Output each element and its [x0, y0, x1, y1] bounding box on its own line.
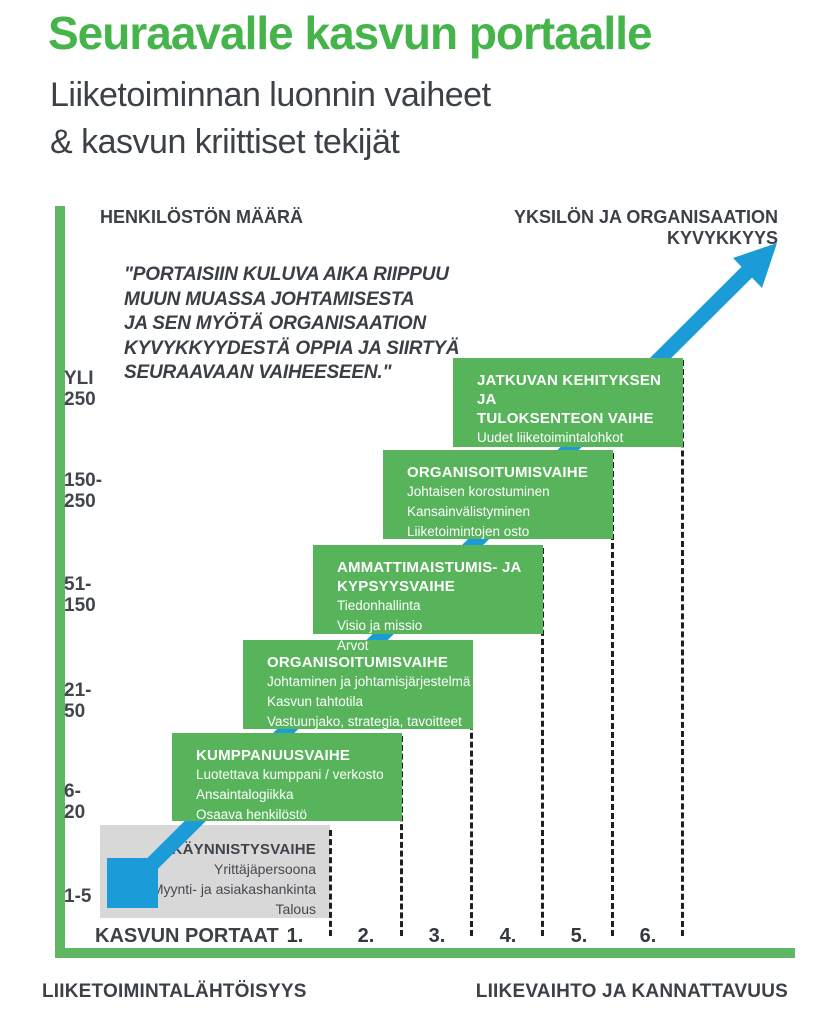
y-label-line: 250: [64, 491, 96, 512]
x-tick-5: 5.: [570, 925, 588, 947]
x-tick-6: 6.: [639, 925, 657, 947]
step-box-jatkuvan-kehityksen-vaihe: JATKUVAN KEHITYKSEN JA TULOKSENTEON VAIH…: [453, 358, 683, 447]
step-title-line: AMMATTIMAISTUMIS- JA: [337, 559, 522, 576]
step-item: Kasvun tahtotila: [267, 694, 364, 709]
step-item: Yrittäjäpersoona: [214, 861, 316, 877]
step-title: JATKUVAN KEHITYKSEN JA TULOKSENTEON VAIH…: [477, 371, 675, 428]
step-item: Arvot: [337, 638, 369, 653]
step-item: Visio ja missio: [337, 618, 423, 633]
step-title: KÄYNNISTYSVAIHE: [100, 840, 316, 859]
page-title: Seuraavalle kasvun portaalle: [48, 7, 653, 59]
quote-line: "PORTAISIIN KULUVA AIKA RIIPPUU: [124, 264, 449, 285]
step-box-organisoitumisvaihe-2: ORGANISOITUMISVAIHE Johtaisen korostumin…: [383, 450, 613, 539]
y-label-1-5: 1-5: [64, 886, 124, 907]
y-label-line: YLI: [64, 368, 94, 389]
y-label-line: 6-: [64, 781, 81, 802]
y-label-line: 50: [64, 701, 86, 722]
y-label-51-150: 51- 150: [64, 574, 124, 616]
y-axis-title: HENKILÖSTÖN MÄÄRÄ: [100, 207, 303, 227]
step-title: ORGANISOITUMISVAIHE: [407, 463, 605, 482]
step-title-line: TULOKSENTEON VAIHE: [477, 410, 654, 427]
x-tick-4: 4.: [499, 925, 517, 947]
page-subtitle: Liiketoiminnan luonnin vaiheet & kasvun …: [50, 72, 750, 166]
step-item: Luotettava kumppani / verkosto: [196, 767, 384, 782]
y-label-yli-250: YLI 250: [64, 368, 124, 410]
step-item: Liiketoimintojen osto: [407, 524, 530, 539]
x-axis-label: KASVUN PORTAAT: [95, 925, 279, 947]
subtitle-line: Liiketoiminnan luonnin vaiheet: [50, 76, 491, 114]
subtitle-line: & kasvun kriittiset tekijät: [50, 123, 400, 161]
step-title: KUMPPANUUSVAIHE: [196, 746, 394, 765]
step-item: Vastuunjako, strategia, tavoitteet: [267, 714, 462, 729]
step-title: AMMATTIMAISTUMIS- JA KYPSYYSVAIHE: [337, 558, 535, 596]
step-item: Johtaisen korostuminen: [407, 484, 550, 499]
step-title-line: KÄYNNISTYSVAIHE: [171, 841, 316, 858]
step-item: Ansaintalogiikka: [196, 787, 294, 802]
quote-line: MUUN MUASSA JOHTAMISESTA: [124, 288, 415, 310]
x-tick-2: 2.: [357, 925, 375, 947]
y-axis: [55, 206, 65, 958]
step-item: Tiedonhallinta: [337, 598, 421, 613]
y-label-21-50: 21- 50: [64, 680, 124, 722]
step-item: Osaava henkilöstö: [196, 807, 308, 822]
y-label-line: 150: [64, 595, 96, 616]
y-label-line: 21-: [64, 680, 92, 701]
step-item: Johtaminen ja johtamisjärjestelmä: [267, 674, 471, 689]
step-box-kaynnistysvaihe: KÄYNNISTYSVAIHE Yrittäjäpersoona Myynti-…: [100, 825, 330, 918]
x-tick-3: 3.: [428, 925, 446, 947]
y-label-line: 20: [64, 802, 86, 823]
step-box-kumppanuusvaihe: KUMPPANUUSVAIHE Luotettava kumppani / ve…: [172, 733, 402, 822]
step-box-ammattimaistumisvaihe: AMMATTIMAISTUMIS- JA KYPSYYSVAIHE Tiedon…: [313, 545, 543, 653]
bottom-right-label: LIIKEVAIHTO JA KANNATTAVUUS: [475, 981, 788, 1002]
growth-arrow-head: [733, 243, 777, 288]
quote-line: JA SEN MYÖTÄ ORGANISAATION: [124, 313, 426, 334]
step-item: Myynti- ja asiakashankinta: [151, 881, 316, 897]
quote-line: KYVYKKYYDESTÄ OPPIA JA SIIRTYÄ: [124, 337, 460, 359]
bottom-left-label: LIIKETOIMINTALÄHTÖISYYS: [42, 981, 307, 1002]
y-label-line: 150-: [64, 470, 103, 491]
x-tick-1: 1.: [286, 925, 304, 947]
y-label-line: 51-: [64, 574, 92, 595]
step-title-line: KUMPPANUUSVAIHE: [196, 747, 351, 764]
step-title-line: KYPSYYSVAIHE: [337, 578, 455, 595]
quote-text: "PORTAISIIN KULUVA AIKA RIIPPUU MUUN MUA…: [124, 263, 484, 386]
y-label-150-250: 150- 250: [64, 470, 124, 512]
y-label-6-20: 6- 20: [64, 781, 124, 823]
step-title-line: JATKUVAN KEHITYKSEN JA: [477, 372, 662, 408]
step-title-line: ORGANISOITUMISVAIHE: [407, 464, 589, 481]
x-axis: [55, 948, 795, 958]
step-item: Kansainvälistyminen: [407, 504, 531, 519]
y-label-line: 1-5: [64, 886, 92, 907]
dashed-guide-line: [329, 830, 332, 936]
step-item: Uudet liiketoimintalohkot: [477, 430, 624, 445]
step-item: Talous: [275, 901, 316, 917]
capability-axis-title: YKSILÖN JA ORGANISAATION KYVYKKYYS: [513, 207, 778, 248]
y-label-line: 250: [64, 389, 96, 410]
quote-line: SEURAAVAAN VAIHEESEEN.": [124, 362, 392, 383]
